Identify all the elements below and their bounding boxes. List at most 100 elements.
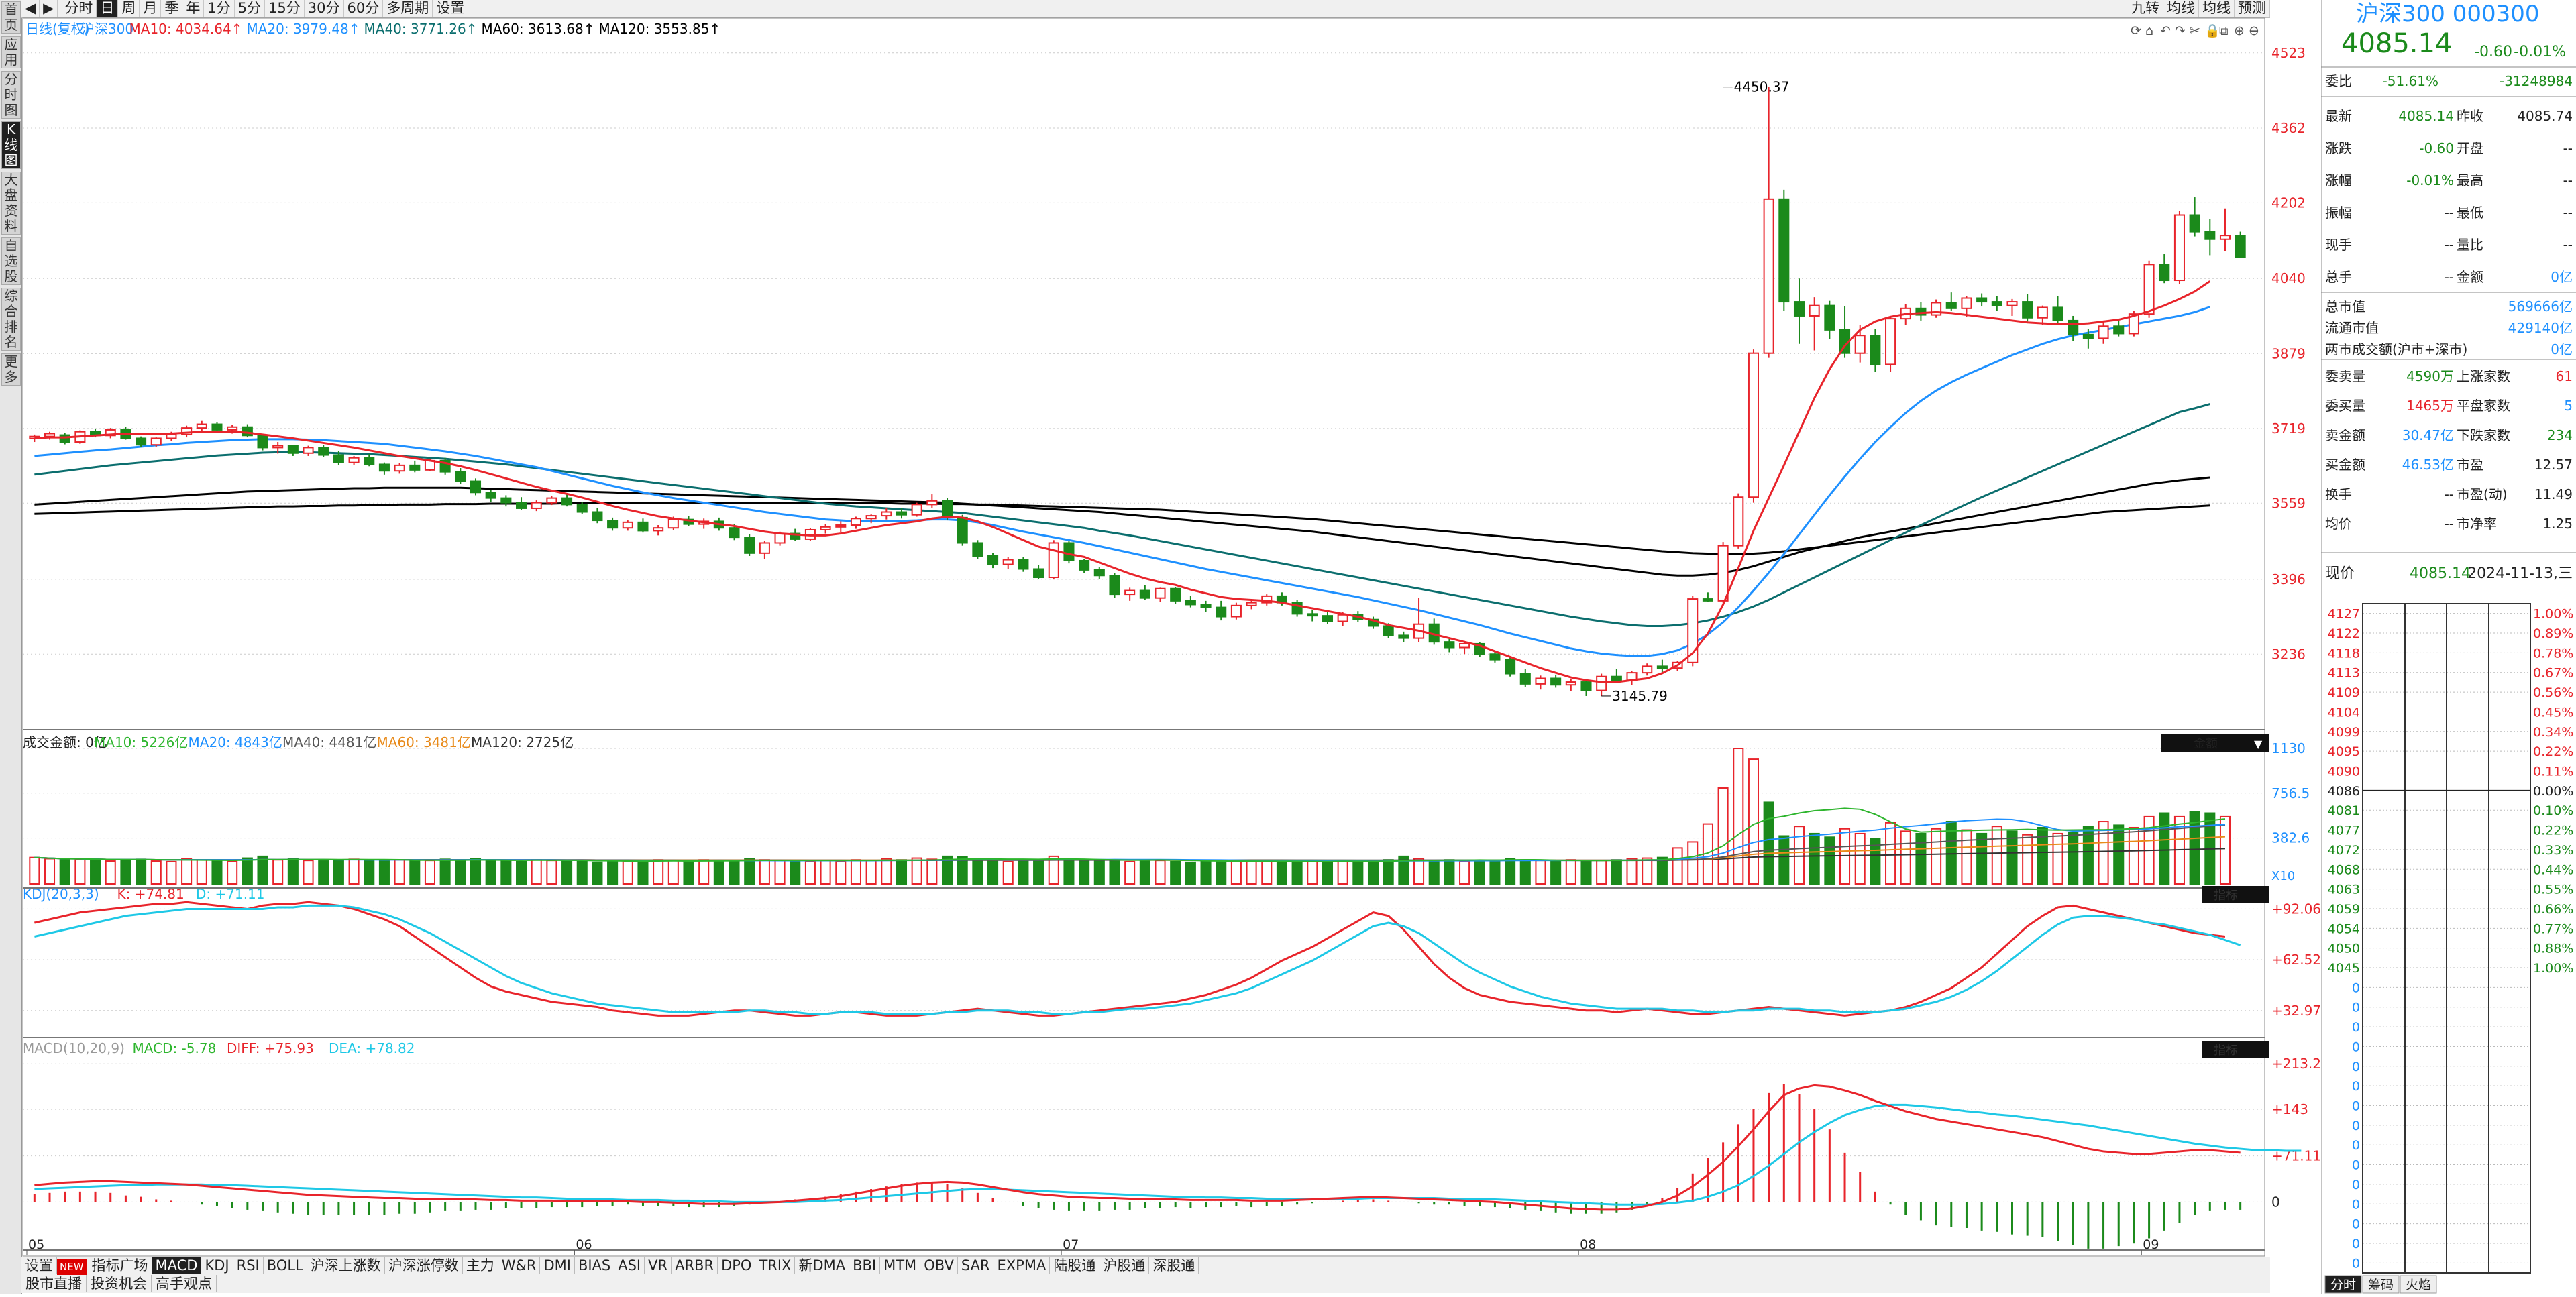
vol-bar-114 — [1763, 801, 1774, 885]
tab-12[interactable]: ASI — [614, 1257, 645, 1274]
tab-15[interactable]: DPO — [718, 1257, 756, 1274]
vol-bar-100 — [1550, 860, 1562, 885]
tab-21[interactable]: SAR — [958, 1257, 994, 1274]
period-10[interactable]: 60分 — [344, 0, 384, 17]
tab-18[interactable]: BBI — [849, 1257, 881, 1274]
sidebar-item-4[interactable]: 大盘资料 — [1, 172, 21, 235]
q2-label2-5: 市净率 — [2457, 516, 2497, 532]
candle-65 — [1018, 559, 1029, 570]
sidebar-item-0[interactable]: 首页 — [1, 1, 21, 34]
forward-arrow-icon[interactable]: ▶ — [40, 0, 58, 17]
q2-value2-1: 5 — [2564, 398, 2573, 414]
candle-29 — [470, 480, 482, 494]
period-4[interactable]: 季 — [161, 0, 183, 17]
candle-70 — [1093, 569, 1105, 577]
info-tab-2[interactable]: 高手观点 — [152, 1275, 217, 1292]
period-8[interactable]: 15分 — [265, 0, 305, 17]
sidebar-item-7[interactable]: 更多 — [1, 353, 21, 386]
tab-9[interactable]: W&R — [498, 1257, 541, 1274]
period-9[interactable]: 30分 — [305, 0, 344, 17]
tab-20[interactable]: OBV — [920, 1257, 958, 1274]
candle-144 — [2219, 235, 2231, 240]
kdj-tick-0: +32.97 — [2271, 1003, 2321, 1019]
toolbar-right-2[interactable]: 均线 — [2199, 0, 2235, 17]
q2-value1-4: -- — [2445, 486, 2454, 502]
period-12[interactable]: 设置 — [433, 0, 469, 17]
toolbar-right-1[interactable]: 均线 — [2163, 0, 2199, 17]
candle-76 — [1185, 600, 1196, 606]
q-label1-4: 现手 — [2325, 237, 2352, 253]
tab-22[interactable]: EXPMA — [994, 1257, 1051, 1274]
tab-13[interactable]: VR — [645, 1257, 672, 1274]
webi-value: -51.61% — [2383, 73, 2438, 89]
toolbar-right-3[interactable]: 预测 — [2235, 0, 2270, 17]
vol-bar-6 — [120, 859, 131, 885]
mini-left-11: 4077 — [2328, 824, 2360, 838]
period-1[interactable]: 日 — [97, 0, 119, 17]
macd-button-bg — [2202, 1041, 2269, 1058]
sidebar-item-5[interactable]: 自选股 — [1, 237, 21, 285]
tab-19[interactable]: MTM — [880, 1257, 921, 1274]
vol-legend-ma-4: MA120: 2725亿 — [471, 734, 574, 750]
sidebar-item-6[interactable]: 综合排名 — [1, 288, 21, 351]
tab-16[interactable]: TRIX — [755, 1257, 796, 1274]
period-11[interactable]: 多周期 — [383, 0, 433, 17]
sidebar-item-2[interactable]: 分时图 — [1, 71, 21, 119]
info-tab-0[interactable]: 股市直播 — [21, 1275, 87, 1292]
extreme-label-0: 4450.37 — [1734, 79, 1790, 95]
tab-0[interactable]: 设置 — [21, 1257, 57, 1274]
vol-tick-1: 756.5 — [2271, 785, 2310, 801]
candle-66 — [1033, 568, 1044, 579]
vol-bar-124 — [1915, 832, 1927, 885]
vol-bar-144 — [2219, 815, 2231, 885]
period-2[interactable]: 周 — [118, 0, 140, 17]
tab-17[interactable]: 新DMA — [795, 1257, 850, 1274]
toolbar-right-0[interactable]: 九转 — [2128, 0, 2163, 17]
price-tick-2: 3559 — [2271, 495, 2306, 511]
tab-8[interactable]: 主力 — [463, 1257, 498, 1274]
candle-41 — [653, 527, 664, 532]
period-5[interactable]: 年 — [182, 0, 205, 17]
tab-11[interactable]: BIAS — [575, 1257, 615, 1274]
candle-10 — [181, 427, 193, 435]
info-tab-1[interactable]: 投资机会 — [87, 1275, 152, 1292]
tab-10[interactable]: DMI — [540, 1257, 575, 1274]
candle-18 — [303, 447, 314, 454]
new-badge: NEW — [57, 1259, 87, 1276]
candle-19 — [318, 447, 329, 456]
vol-bar-24 — [394, 859, 405, 885]
tab-4[interactable]: RSI — [233, 1257, 264, 1274]
candle-31 — [500, 497, 512, 504]
vol-bar-108 — [1672, 847, 1683, 885]
back-arrow-icon[interactable]: ◀ — [21, 0, 40, 17]
tab-6[interactable]: 沪深上涨数 — [307, 1257, 385, 1274]
tab-5[interactable]: BOLL — [264, 1257, 307, 1274]
tab-2[interactable]: MACD — [152, 1257, 202, 1274]
mini-left-16: 4054 — [2328, 921, 2360, 936]
vol-bar-31 — [500, 860, 512, 885]
candle-118 — [1824, 304, 1835, 331]
mini-left-17: 4050 — [2328, 942, 2360, 956]
mini-right-1: 0.89% — [2533, 626, 2573, 641]
tab-24[interactable]: 沪股通 — [1099, 1257, 1150, 1274]
vol-bar-65 — [1018, 859, 1029, 885]
period-0[interactable]: 分时 — [61, 0, 97, 17]
candle-9 — [166, 433, 177, 439]
period-7[interactable]: 5分 — [235, 0, 266, 17]
mini-left-33: 0 — [2352, 1256, 2360, 1271]
tab-3[interactable]: KDJ — [201, 1257, 233, 1274]
candle-21 — [348, 457, 360, 463]
period-3[interactable]: 月 — [140, 0, 162, 17]
tab-1[interactable]: 指标广场 — [89, 1257, 152, 1274]
tab-14[interactable]: ARBR — [672, 1257, 718, 1274]
period-6[interactable]: 1分 — [204, 0, 235, 17]
candle-99 — [1535, 677, 1546, 685]
vol-bar-11 — [196, 859, 207, 885]
tab-25[interactable]: 深股通 — [1149, 1257, 1199, 1274]
tab-7[interactable]: 沪深涨停数 — [385, 1257, 463, 1274]
macd-tick-0: 0 — [2271, 1194, 2280, 1210]
tab-23[interactable]: 陆股通 — [1050, 1257, 1100, 1274]
sidebar-item-1[interactable]: 应用 — [1, 36, 21, 68]
candle-127 — [1961, 297, 1972, 309]
